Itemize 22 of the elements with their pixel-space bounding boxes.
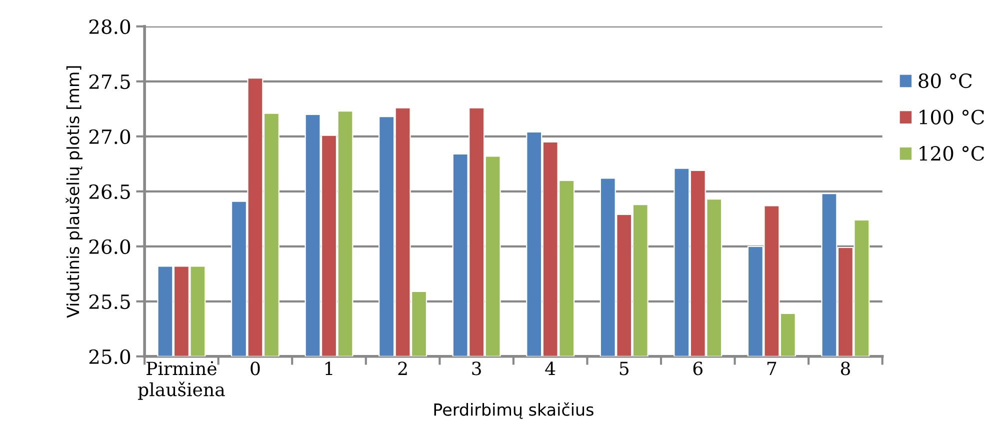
y-tick-label: 26.5	[89, 184, 130, 200]
x-tick-label: 6	[693, 362, 703, 376]
legend-label: 100 °C	[920, 110, 984, 124]
y-tick-label: 28.0	[89, 19, 130, 34]
x-tick-label: 8	[840, 362, 850, 376]
y-tick-label: 27.5	[89, 74, 130, 90]
y-axis-title: Vidutinis plaušelių plotis [mm]	[66, 66, 83, 318]
y-tick-label: 25.0	[89, 349, 130, 364]
x-axis-title: Perdirbimų skaičius	[434, 402, 594, 419]
x-tick-label: 1	[325, 362, 332, 375]
x-tick-label: 0	[250, 362, 260, 376]
x-tick-label: 7	[767, 362, 776, 375]
y-tick-label: 25.5	[89, 294, 130, 310]
legend-label: 120 °C	[920, 146, 984, 161]
y-tick-label: 27.0	[89, 129, 130, 144]
x-tick-label: Pirminė plaušiena	[138, 361, 225, 400]
x-tick-label: 4	[545, 362, 556, 375]
x-tick-label: 3	[472, 362, 481, 376]
legend-label: 80 °C	[918, 73, 972, 88]
x-tick-label: 5	[620, 362, 628, 376]
x-tick-label: 2	[398, 362, 407, 375]
y-tick-label: 26.0	[89, 239, 130, 254]
